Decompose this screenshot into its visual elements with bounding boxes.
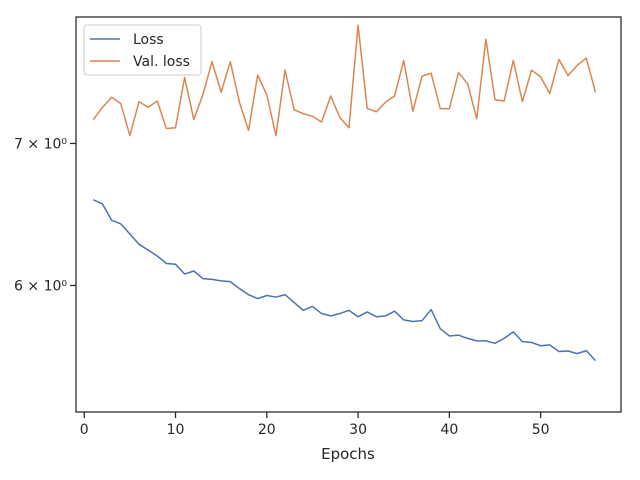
y-tick-label: 6 × 10⁰ <box>14 278 67 294</box>
series-line-val-loss <box>92 24 597 137</box>
y-tick-label: 7 × 10⁰ <box>14 136 67 152</box>
legend-label-val-loss: Val. loss <box>133 54 190 70</box>
x-tick-label: 30 <box>349 422 367 438</box>
x-tick-label: 0 <box>80 422 89 438</box>
series-line-loss <box>93 199 596 362</box>
x-tick-label: 50 <box>532 422 550 438</box>
x-tick-label: 40 <box>440 422 458 438</box>
legend-box <box>83 24 202 76</box>
x-tick-label: 20 <box>258 422 276 438</box>
x-tick-label: 10 <box>167 422 185 438</box>
y-axis: 6 × 10⁰ 7 × 10⁰ <box>14 136 76 294</box>
x-axis: 0 10 20 30 40 50 <box>80 412 550 438</box>
series-layer <box>92 24 597 362</box>
legend-label-loss: Loss <box>133 32 164 48</box>
legend: Loss Val. loss <box>83 24 202 76</box>
x-axis-title: Epochs <box>321 445 375 463</box>
plot-frame <box>75 16 622 413</box>
